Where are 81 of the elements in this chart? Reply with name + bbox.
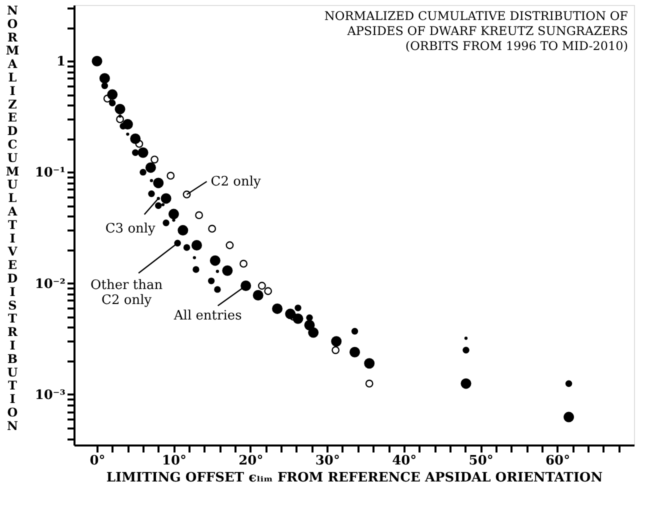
point xyxy=(162,219,170,226)
y-tick-label: 10⁻¹ xyxy=(34,166,66,181)
point xyxy=(252,290,264,300)
x-tick-label: 50° xyxy=(468,454,494,468)
point xyxy=(172,218,176,222)
x-tick-label: 30° xyxy=(315,454,340,468)
point xyxy=(332,346,340,354)
point xyxy=(351,328,358,335)
point xyxy=(226,241,234,250)
text: NORMALIZED CUMULATIVE DISTRIBUTION xyxy=(6,4,20,433)
point xyxy=(114,104,126,114)
point xyxy=(153,178,164,188)
point xyxy=(192,266,200,273)
point xyxy=(135,140,144,148)
point xyxy=(331,336,342,347)
point xyxy=(103,94,112,103)
point xyxy=(289,312,298,321)
point xyxy=(182,190,191,198)
point xyxy=(183,244,190,251)
annotation: C2 only xyxy=(210,174,262,190)
point xyxy=(118,114,122,118)
point xyxy=(99,73,110,84)
x-tick-label: 10° xyxy=(162,454,187,468)
point xyxy=(192,256,196,260)
point xyxy=(272,303,283,314)
point xyxy=(240,280,252,291)
point xyxy=(565,380,572,387)
point xyxy=(101,82,108,90)
point xyxy=(564,412,574,422)
point xyxy=(140,168,146,176)
point xyxy=(168,208,179,220)
point xyxy=(294,304,302,312)
point xyxy=(214,286,221,293)
x-tick-label: 60° xyxy=(545,454,570,468)
point xyxy=(216,270,220,273)
y-tick-label: 10⁻² xyxy=(34,276,66,292)
point xyxy=(191,240,202,250)
x-tick-label: 0° xyxy=(90,454,106,468)
point xyxy=(350,346,360,358)
annotation: C3 only xyxy=(105,221,156,236)
annotation: Other than C2 only xyxy=(90,278,164,308)
annotation: All entries xyxy=(172,308,242,324)
point xyxy=(308,327,319,338)
point xyxy=(365,380,374,388)
point xyxy=(155,202,162,209)
point xyxy=(92,56,102,66)
x-tick-label: 20° xyxy=(238,454,264,468)
point xyxy=(138,147,148,158)
point xyxy=(462,346,470,354)
point xyxy=(195,211,203,220)
point xyxy=(208,278,215,284)
text: (ORBITS FROM 1996 TO MID-2010) xyxy=(405,39,628,53)
point xyxy=(109,100,116,106)
point xyxy=(161,203,165,206)
point xyxy=(130,134,141,144)
point xyxy=(460,378,472,389)
text: NORMALIZED CUMULATIVE DISTRIBUTION OF APSIDES OF DWARF KREUTZ SUNGRAZERS xyxy=(324,9,628,38)
y-tick-label: 10⁻³ xyxy=(34,388,66,403)
point xyxy=(166,172,175,180)
point xyxy=(208,224,216,233)
y-tick-label: 1 xyxy=(56,54,66,70)
point xyxy=(116,115,124,124)
point xyxy=(222,265,233,276)
point xyxy=(150,179,154,182)
point xyxy=(126,132,130,136)
point xyxy=(264,287,272,296)
x-tick-label: 40° xyxy=(392,454,417,468)
point xyxy=(306,314,313,322)
point xyxy=(148,190,155,198)
point xyxy=(160,193,172,204)
point xyxy=(258,282,266,290)
point xyxy=(178,225,188,236)
point xyxy=(132,149,139,156)
point xyxy=(120,122,126,130)
point xyxy=(210,255,220,266)
point xyxy=(364,358,375,369)
point xyxy=(150,156,158,164)
point xyxy=(240,260,248,268)
point xyxy=(464,336,468,340)
x-axis-title: LIMITING OFFSET ϵₗᵢₘ FROM REFERENCE APSIDAL ORIENTATION xyxy=(106,470,603,486)
point xyxy=(145,162,156,173)
